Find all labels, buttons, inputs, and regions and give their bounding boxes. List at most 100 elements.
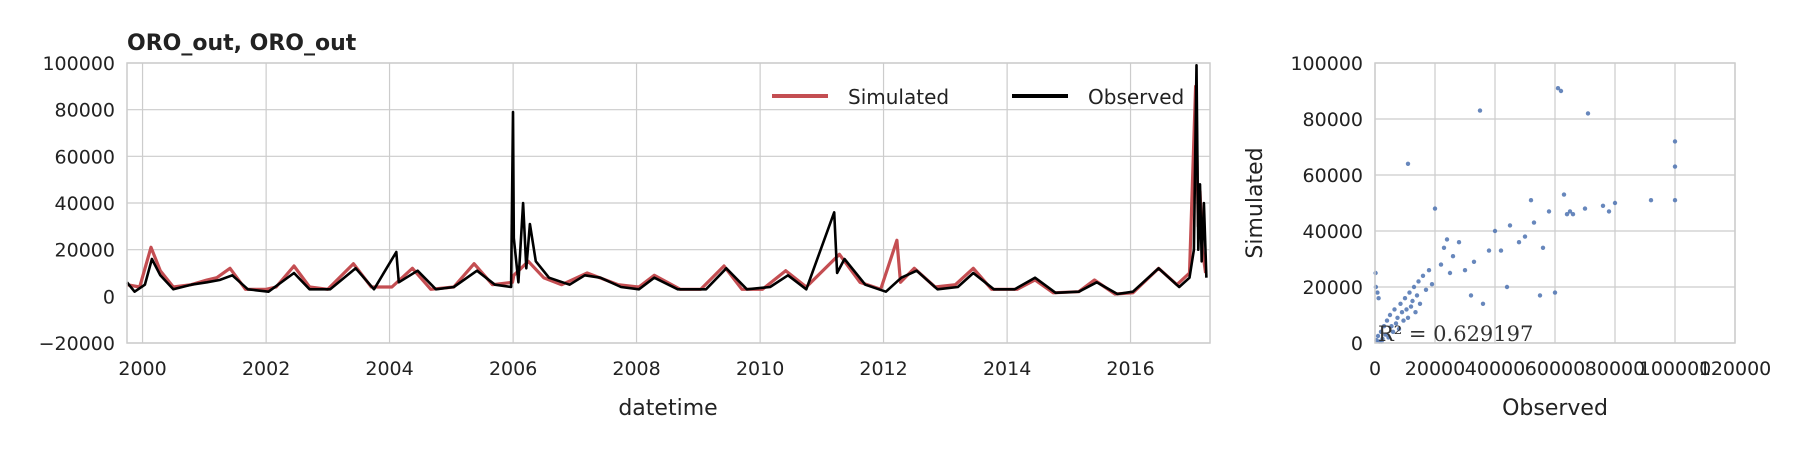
series-line-simulated (126, 84, 1208, 296)
scatter-x-tick-label: 120000 (1699, 358, 1772, 380)
scatter-point (1564, 212, 1570, 217)
timeseries-x-tick-label: 2012 (859, 358, 907, 380)
scatter-point (1423, 287, 1429, 292)
scatter-point (1401, 318, 1406, 323)
scatter-point (1384, 318, 1390, 323)
scatter-point (1561, 192, 1567, 197)
scatter-point (1398, 301, 1403, 306)
scatter-point (1447, 270, 1453, 276)
timeseries-y-tick-label: 80000 (55, 100, 115, 122)
timeseries-y-ticks: −20000 0 20000 40000 60000 80000 100000 (39, 53, 115, 355)
scatter-x-tick-label: 80000 (1585, 358, 1645, 380)
legend: Simulated Observed (772, 85, 1184, 109)
timeseries-y-tick-label: 100000 (42, 53, 115, 75)
scatter-point (1672, 139, 1678, 144)
scatter-point (1498, 248, 1504, 253)
scatter-point (1414, 293, 1420, 298)
scatter-point (1582, 206, 1588, 211)
r-squared-annotation: R² = 0.629197 (1378, 322, 1533, 346)
scatter-x-tick-label: 100000 (1639, 358, 1712, 380)
timeseries-y-tick-label: 20000 (55, 240, 115, 262)
scatter-y-ticks: 0 20000 40000 60000 80000 100000 (1290, 53, 1363, 355)
scatter-y-label: Simulated (1243, 147, 1268, 258)
scatter-point (1375, 333, 1381, 339)
scatter-point (1390, 329, 1396, 334)
scatter-y-tick-label: 60000 (1303, 165, 1363, 187)
timeseries-y-tick-label: −20000 (39, 333, 115, 355)
scatter-point (1471, 259, 1477, 264)
scatter-point (1429, 282, 1435, 287)
scatter-point (1558, 88, 1564, 94)
timeseries-panel: 2000 2002 2004 2006 2008 2010 2012 2014 2016 −20… (39, 31, 1211, 421)
scatter-x-label: Observed (1502, 396, 1608, 421)
scatter-point (1648, 198, 1654, 203)
scatter-point (1456, 240, 1462, 245)
scatter-points-group (1373, 86, 1678, 344)
timeseries-x-tick-label: 2016 (1106, 358, 1154, 380)
scatter-point (1567, 209, 1573, 214)
scatter-point (1570, 212, 1576, 217)
scatter-point (1585, 111, 1591, 116)
scatter-point (1552, 290, 1558, 295)
scatter-point (1411, 284, 1417, 290)
scatter-y-tick-label: 100000 (1290, 53, 1363, 75)
scatter-point (1531, 220, 1537, 225)
scatter-point (1381, 324, 1387, 329)
timeseries-x-label: datetime (618, 396, 717, 421)
scatter-point (1389, 324, 1394, 329)
scatter-point (1450, 254, 1456, 259)
scatter-point (1416, 279, 1421, 284)
scatter-point (1606, 209, 1612, 214)
scatter-y-tick-label: 0 (1351, 333, 1363, 355)
scatter-point (1462, 268, 1468, 273)
timeseries-x-ticks: 2000 2002 2004 2006 2008 2010 2012 2014 2016 (118, 358, 1154, 380)
scatter-point (1528, 198, 1534, 203)
scatter-point (1393, 321, 1399, 326)
timeseries-x-tick-label: 2014 (983, 358, 1031, 380)
scatter-point (1376, 296, 1381, 301)
scatter-point (1392, 307, 1397, 312)
scatter-point (1522, 234, 1528, 239)
scatter-point (1438, 262, 1444, 267)
scatter-point (1410, 298, 1415, 304)
scatter-point (1413, 310, 1418, 315)
scatter-point (1387, 312, 1393, 318)
scatter-y-tick-label: 20000 (1303, 277, 1363, 299)
legend-label-simulated: Simulated (848, 85, 949, 109)
scatter-plot-frame (1374, 62, 1736, 344)
scatter-point (1612, 200, 1618, 206)
scatter-point (1402, 296, 1408, 301)
scatter-point (1546, 209, 1552, 214)
scatter-point (1405, 315, 1411, 320)
scatter-point (1477, 108, 1483, 113)
scatter-point (1672, 198, 1678, 203)
timeseries-y-tick-label: 0 (103, 286, 115, 308)
scatter-point (1378, 329, 1384, 334)
scatter-point (1426, 268, 1432, 273)
scatter-y-tick-label: 40000 (1303, 221, 1363, 243)
scatter-point (1420, 273, 1426, 278)
timeseries-x-tick-label: 2000 (118, 358, 166, 380)
scatter-point (1672, 164, 1678, 169)
scatter-point (1441, 245, 1447, 250)
scatter-point (1537, 293, 1543, 298)
scatter-point (1492, 228, 1498, 234)
scatter-point (1600, 203, 1606, 208)
scatter-point (1408, 304, 1414, 309)
scatter-point (1383, 332, 1388, 337)
scatter-point (1399, 310, 1405, 315)
scatter-point (1540, 245, 1546, 250)
scatter-point (1395, 315, 1400, 320)
scatter-point (1468, 293, 1474, 298)
timeseries-x-tick-label: 2002 (242, 358, 290, 380)
scatter-x-tick-label: 40000 (1465, 358, 1525, 380)
scatter-point (1507, 223, 1513, 228)
scatter-point (1486, 248, 1492, 253)
scatter-point (1375, 290, 1380, 295)
scatter-point (1480, 301, 1486, 306)
timeseries-series-group (125, 64, 1208, 296)
scatter-point (1516, 240, 1522, 245)
timeseries-title: ORO_out, ORO_out (127, 31, 357, 56)
